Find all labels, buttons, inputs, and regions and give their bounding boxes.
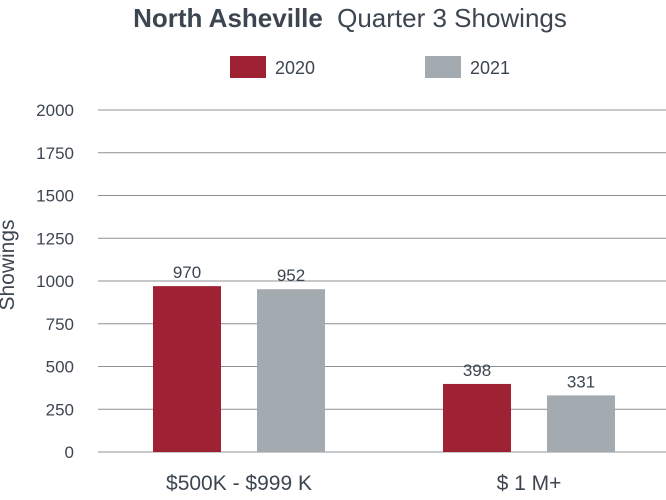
- legend-label-2020: 2020: [275, 58, 315, 78]
- data-label-2020-2: 398: [463, 361, 491, 380]
- bar-2021-1: [257, 289, 325, 452]
- bar-2020-2: [443, 383, 511, 452]
- y-tick-label-1500: 1500: [36, 187, 74, 206]
- y-tick-label-1250: 1250: [36, 229, 74, 248]
- y-tick-label-250: 250: [46, 400, 74, 419]
- legend: 2020 2021: [230, 56, 510, 78]
- y-axis-label: Showings: [0, 219, 19, 310]
- chart-title-rest: Quarter 3 Showings: [337, 3, 567, 33]
- y-tick-label-1000: 1000: [36, 272, 74, 291]
- legend-swatch-2021: [425, 56, 461, 78]
- y-tick-label-750: 750: [46, 315, 74, 334]
- data-label-2021-1: 952: [277, 266, 305, 285]
- chart-title-bold: North Asheville: [133, 3, 323, 33]
- legend-label-2021: 2021: [470, 58, 510, 78]
- y-tick-label-500: 500: [46, 358, 74, 377]
- legend-swatch-2020: [230, 56, 266, 78]
- data-labels: 970 952 398 331: [173, 263, 595, 391]
- x-category-label-1: $500K - $999 K: [166, 472, 312, 495]
- data-label-2021-2: 331: [567, 372, 595, 391]
- y-tick-label-2000: 2000: [36, 101, 74, 120]
- bar-2020-1: [153, 286, 221, 452]
- x-category-label-2: $ 1 M+: [497, 472, 562, 495]
- bar-2021-2: [547, 395, 615, 452]
- y-tick-label-1750: 1750: [36, 144, 74, 163]
- y-axis-ticks: 0 250 500 750 1000 1250 1500 1750 2000: [36, 101, 74, 462]
- x-axis-categories: $500K - $999 K $ 1 M+: [166, 472, 561, 495]
- chart-title: North Asheville Quarter 3 Showings: [133, 3, 567, 33]
- data-label-2020-1: 970: [173, 263, 201, 282]
- y-tick-label-0: 0: [65, 443, 74, 462]
- bars: [153, 286, 615, 452]
